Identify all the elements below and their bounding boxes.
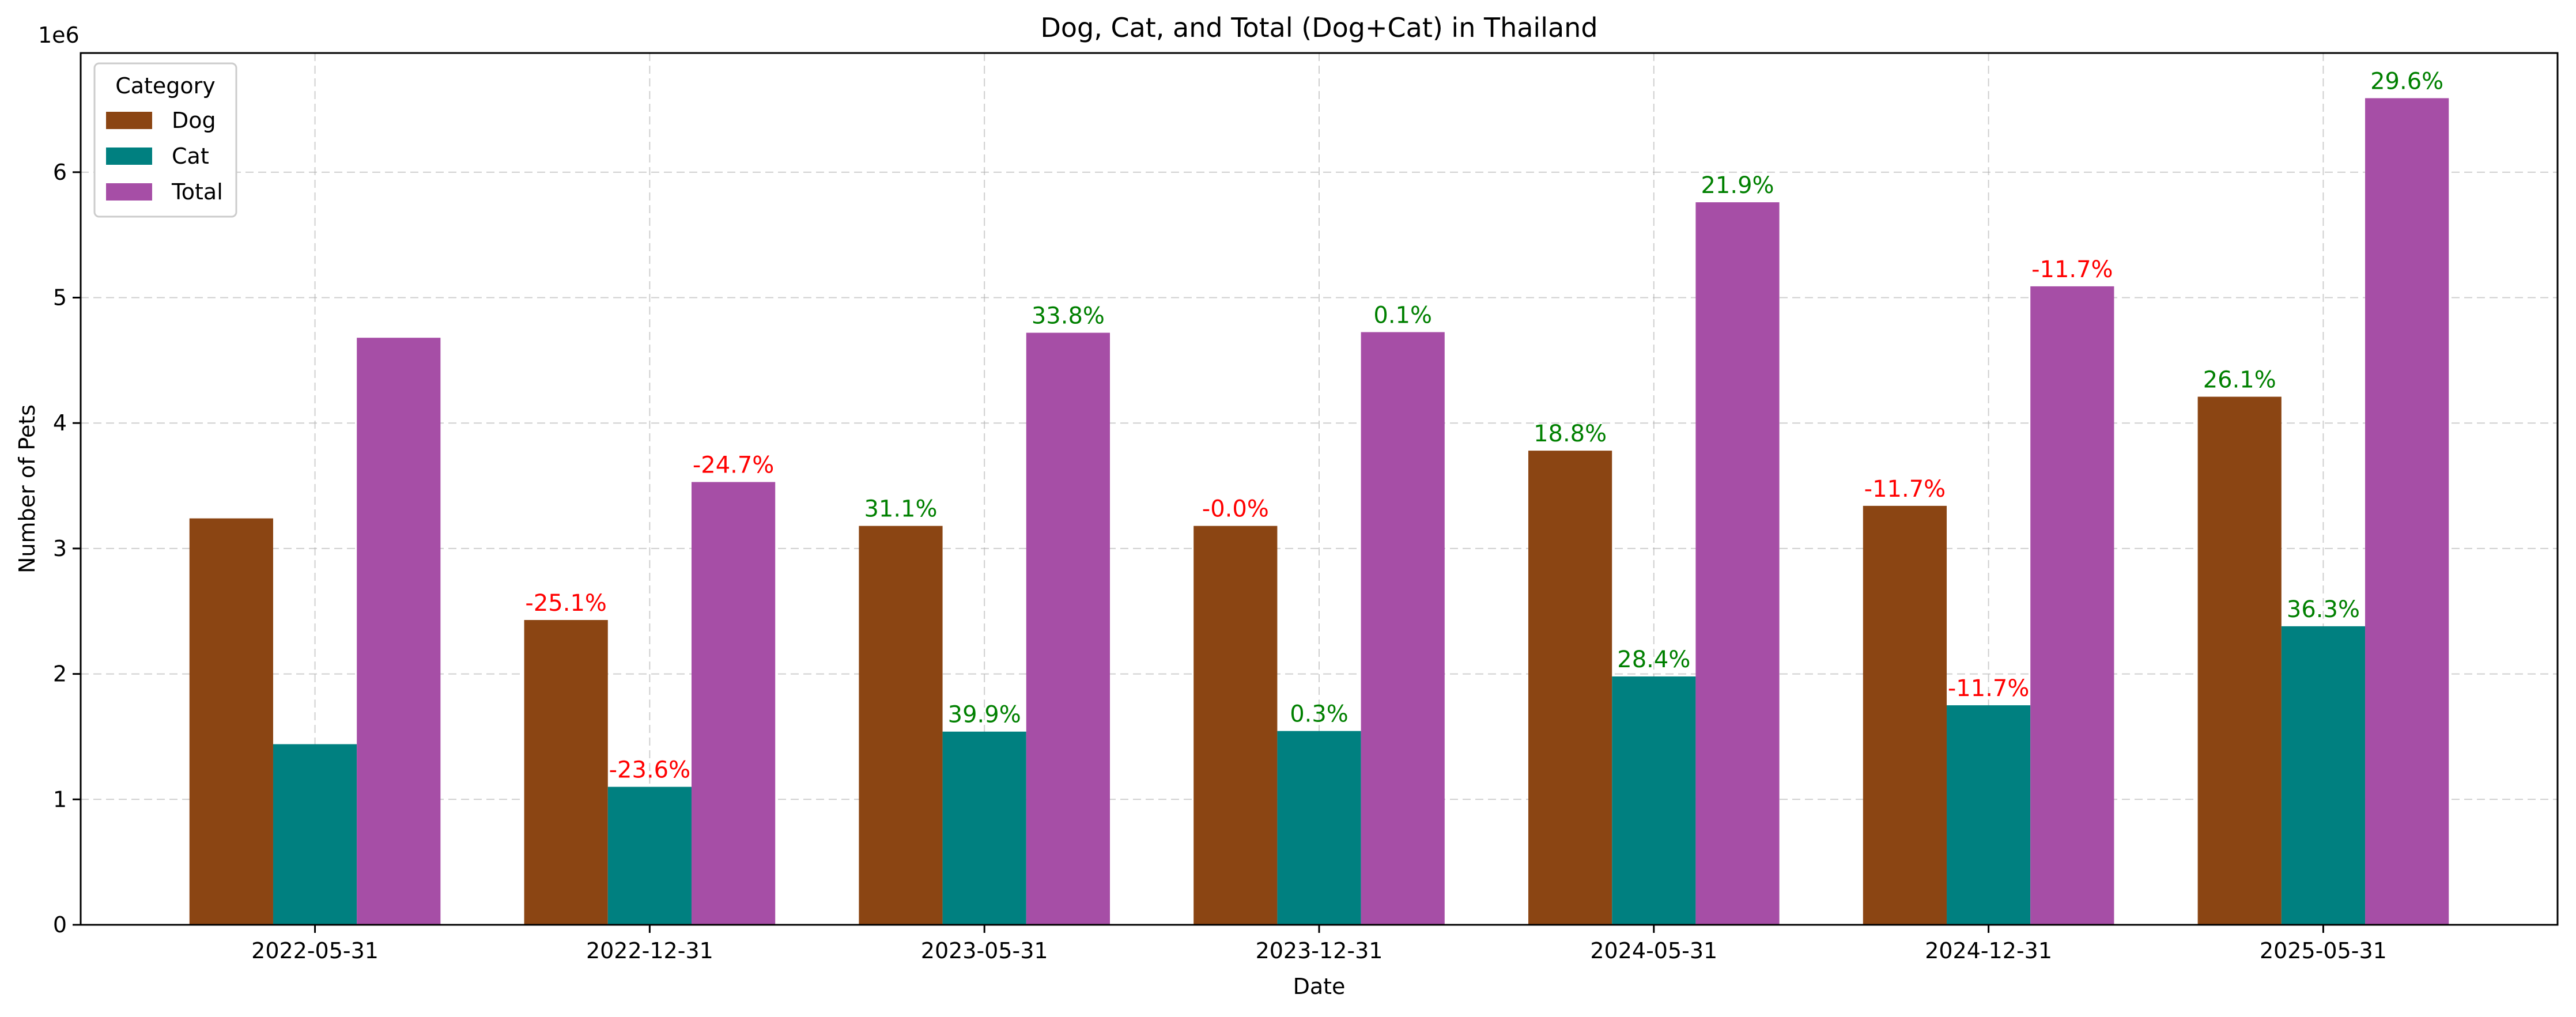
bar-cat-2023-12-31 [1277,731,1361,925]
y-axis-ticks: 0 1 2 3 4 5 6 [53,160,81,937]
legend-label-total: Total [171,179,223,205]
data-label-cat-2022-12-31: -23.6% [609,757,691,784]
x-axis-ticks: 2022-05-31 2022-12-31 2023-05-31 2023-12-31… [251,925,2387,963]
legend: Category Dog Cat Total [93,62,237,218]
bar-cat-2025-05-31 [2281,626,2366,925]
bar-total-2024-05-31 [1695,202,1780,925]
legend-items: Dog Cat Total [106,108,223,205]
legend-swatch-cat [106,148,152,165]
legend-title: Category [115,73,216,99]
data-label-dog-2023-05-31: 31.1% [864,496,937,523]
x-tick-label: 2023-05-31 [921,938,1048,963]
y-tick-label: 6 [53,160,67,185]
bar-dog-2025-05-31 [2197,396,2282,925]
x-tick-label: 2022-12-31 [586,938,713,963]
bar-total-2024-12-31 [2030,286,2114,925]
data-label-total-2023-05-31: 33.8% [1032,303,1105,329]
x-tick-label: 2025-05-31 [2260,938,2387,963]
data-label-dog-2023-12-31: -0.0% [1202,496,1269,523]
bars [189,98,2449,925]
x-tick-label: 2024-05-31 [1590,938,1717,963]
data-label-total-2023-12-31: 0.1% [1373,302,1432,328]
legend-label-dog: Dog [172,108,216,133]
y-tick-label: 1 [53,787,67,812]
y-tick-label: 2 [53,661,67,687]
bar-total-2023-05-31 [1026,332,1110,925]
data-label-total-2024-05-31: 21.9% [1701,172,1774,199]
bar-cat-2024-12-31 [1947,705,2031,925]
legend-box [93,62,237,218]
data-label-cat-2024-05-31: 28.4% [1617,647,1690,673]
bar-cat-2024-05-31 [1612,676,1696,925]
chart-title: Dog, Cat, and Total (Dog+Cat) in Thailan… [1040,12,1597,43]
bar-cat-2023-05-31 [942,731,1026,925]
y-tick-label: 5 [53,285,67,311]
data-label-cat-2025-05-31: 36.3% [2287,596,2360,623]
y-axis-label: Number of Pets [14,404,40,573]
bar-annotations: -25.1% 31.1% -0.0% 18.8% -11.7% 26.1% -23.6% 39… [525,68,2443,783]
legend-swatch-total [106,183,152,201]
bar-total-2022-05-31 [357,338,441,925]
y-tick-label: 0 [53,912,67,937]
data-label-dog-2022-12-31: -25.1% [525,590,607,617]
x-tick-label: 2024-12-31 [1925,938,2052,963]
y-axis-offset-label: 1e6 [38,22,80,48]
y-tick-label: 4 [53,410,67,436]
legend-swatch-dog [106,112,152,129]
bar-dog-2023-05-31 [859,525,943,925]
data-label-total-2024-12-31: -11.7% [2031,256,2113,283]
bar-dog-2024-05-31 [1528,451,1612,925]
x-axis-label: Date [1293,974,1346,999]
data-label-cat-2024-12-31: -11.7% [1948,675,2030,702]
bar-total-2023-12-31 [1361,332,1445,925]
data-label-dog-2024-12-31: -11.7% [1864,476,1946,502]
bar-total-2025-05-31 [2365,98,2449,925]
bar-total-2022-12-31 [691,482,776,925]
bar-dog-2022-12-31 [524,619,608,925]
bar-dog-2023-12-31 [1193,525,1278,925]
bar-dog-2024-12-31 [1863,505,1947,925]
legend-label-cat: Cat [172,143,209,169]
bar-cat-2022-12-31 [607,787,692,925]
x-tick-label: 2023-12-31 [1256,938,1383,963]
data-label-total-2022-12-31: -24.7% [693,452,775,479]
data-label-dog-2025-05-31: 26.1% [2203,366,2276,393]
data-label-cat-2023-12-31: 0.3% [1290,701,1349,728]
data-label-total-2025-05-31: 29.6% [2370,68,2443,94]
bar-dog-2022-05-31 [189,518,273,925]
data-label-dog-2024-05-31: 18.8% [1533,421,1607,447]
bar-cat-2022-05-31 [273,744,357,925]
data-label-cat-2023-05-31: 39.9% [948,702,1021,728]
y-tick-label: 3 [53,536,67,561]
x-tick-label: 2022-05-31 [251,938,379,963]
